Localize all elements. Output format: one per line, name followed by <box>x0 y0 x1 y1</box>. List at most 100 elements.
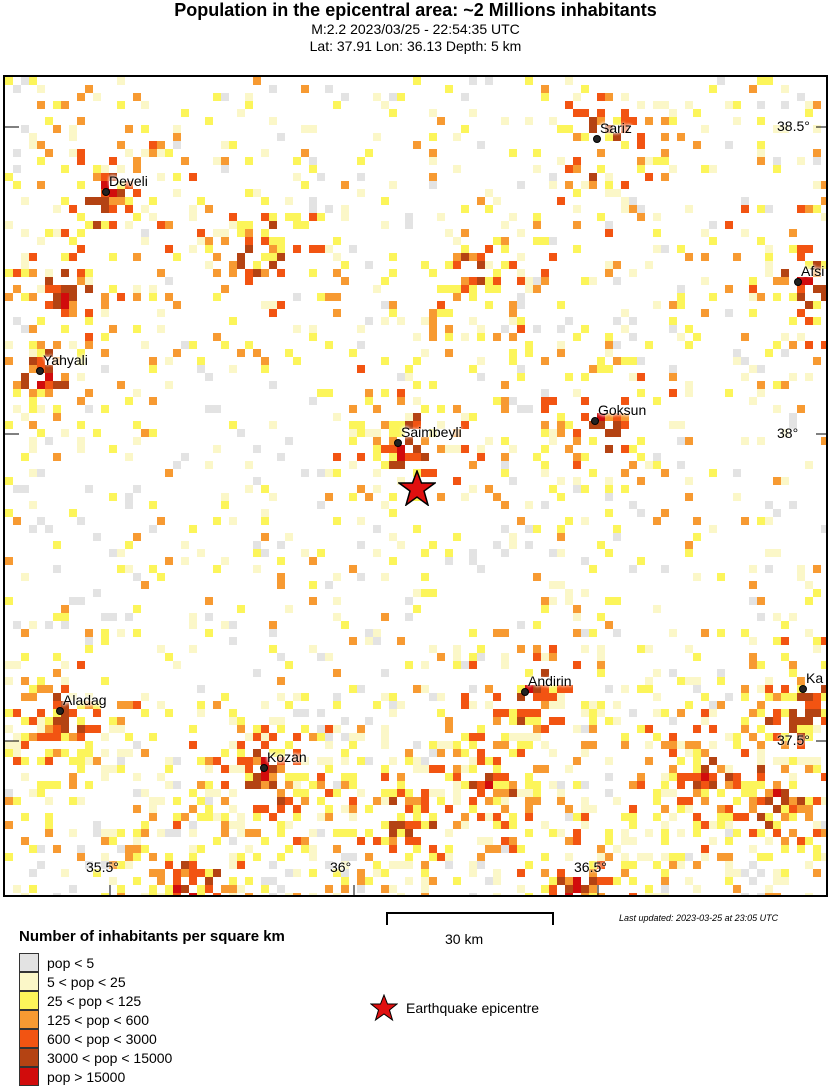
population-cell <box>525 813 533 821</box>
population-cell <box>149 141 157 149</box>
population-cell <box>37 85 45 93</box>
population-cell <box>237 261 245 269</box>
population-cell <box>285 845 293 853</box>
population-cell <box>413 381 421 389</box>
population-cell <box>757 725 765 733</box>
population-cell <box>709 821 717 829</box>
population-cell <box>413 357 421 365</box>
population-cell <box>173 757 181 765</box>
population-cell <box>205 205 213 213</box>
population-cell <box>741 197 749 205</box>
population-cell <box>77 397 85 405</box>
population-cell <box>389 93 397 101</box>
population-cell <box>213 869 221 877</box>
population-cell <box>565 421 573 429</box>
population-cell <box>573 205 581 213</box>
population-cell <box>253 757 261 765</box>
population-cell <box>45 389 53 397</box>
population-cell <box>765 549 773 557</box>
population-cell <box>541 85 549 93</box>
population-cell <box>445 285 453 293</box>
population-cell <box>733 869 741 877</box>
population-cell <box>549 397 557 405</box>
population-cell <box>597 117 605 125</box>
population-cell <box>461 749 469 757</box>
population-cell <box>781 869 789 877</box>
population-cell <box>221 693 229 701</box>
population-cell <box>557 477 565 485</box>
population-cell <box>645 893 653 895</box>
population-cell <box>61 613 69 621</box>
population-cell <box>5 789 13 797</box>
population-cell <box>421 453 429 461</box>
population-cell <box>469 277 477 285</box>
population-cell <box>85 317 93 325</box>
population-cell <box>93 429 101 437</box>
population-cell <box>477 653 485 661</box>
population-cell <box>509 349 517 357</box>
population-cell <box>469 629 477 637</box>
population-cell <box>821 525 826 533</box>
population-cell <box>573 613 581 621</box>
population-cell <box>141 829 149 837</box>
population-cell <box>781 741 789 749</box>
population-cell <box>373 453 381 461</box>
population-map[interactable]: 35.5° 36° 36.5° 38.5° 38° 37.5° Sariz Develi Afs… <box>3 75 828 897</box>
epicentre-star-icon[interactable] <box>396 468 438 511</box>
population-cell <box>629 709 637 717</box>
population-cell <box>229 885 237 893</box>
population-cell <box>565 373 573 381</box>
population-cell <box>749 293 757 301</box>
population-cell <box>109 837 117 845</box>
population-cell <box>229 877 237 885</box>
population-cell <box>501 461 509 469</box>
population-cell <box>701 797 709 805</box>
population-cell <box>693 533 701 541</box>
population-cell <box>669 389 677 397</box>
population-cell <box>701 253 709 261</box>
population-cell <box>269 245 277 253</box>
population-cell <box>429 173 437 181</box>
population-cell <box>29 365 37 373</box>
population-cell <box>757 205 765 213</box>
population-cell <box>821 685 826 693</box>
city-marker <box>799 685 807 693</box>
population-cell <box>453 237 461 245</box>
population-cell <box>485 701 493 709</box>
population-cell <box>397 813 405 821</box>
population-cell <box>429 149 437 157</box>
population-cell <box>589 173 597 181</box>
population-cell <box>309 213 317 221</box>
population-cell <box>453 789 461 797</box>
population-cell <box>141 237 149 245</box>
population-cell <box>781 125 789 133</box>
population-cell <box>413 605 421 613</box>
population-cell <box>813 709 821 717</box>
population-cell <box>533 709 541 717</box>
population-cell <box>173 661 181 669</box>
population-cell <box>613 317 621 325</box>
population-cell <box>789 693 797 701</box>
population-cell <box>85 197 93 205</box>
population-cell <box>781 349 789 357</box>
population-cell <box>293 245 301 253</box>
population-cell <box>765 797 773 805</box>
population-cell <box>653 101 661 109</box>
population-cell <box>677 677 685 685</box>
population-cell <box>317 773 325 781</box>
population-cell <box>557 413 565 421</box>
population-cell <box>293 733 301 741</box>
population-cell <box>701 309 709 317</box>
population-cell <box>493 333 501 341</box>
population-cell <box>125 125 133 133</box>
population-cell <box>221 493 229 501</box>
population-cell <box>469 701 477 709</box>
population-cell <box>397 637 405 645</box>
population-cell <box>53 749 61 757</box>
population-cell <box>573 389 581 397</box>
population-cell <box>525 77 533 85</box>
population-cell <box>333 869 341 877</box>
population-cell <box>221 749 229 757</box>
population-cell <box>701 765 709 773</box>
population-cell <box>421 893 429 895</box>
